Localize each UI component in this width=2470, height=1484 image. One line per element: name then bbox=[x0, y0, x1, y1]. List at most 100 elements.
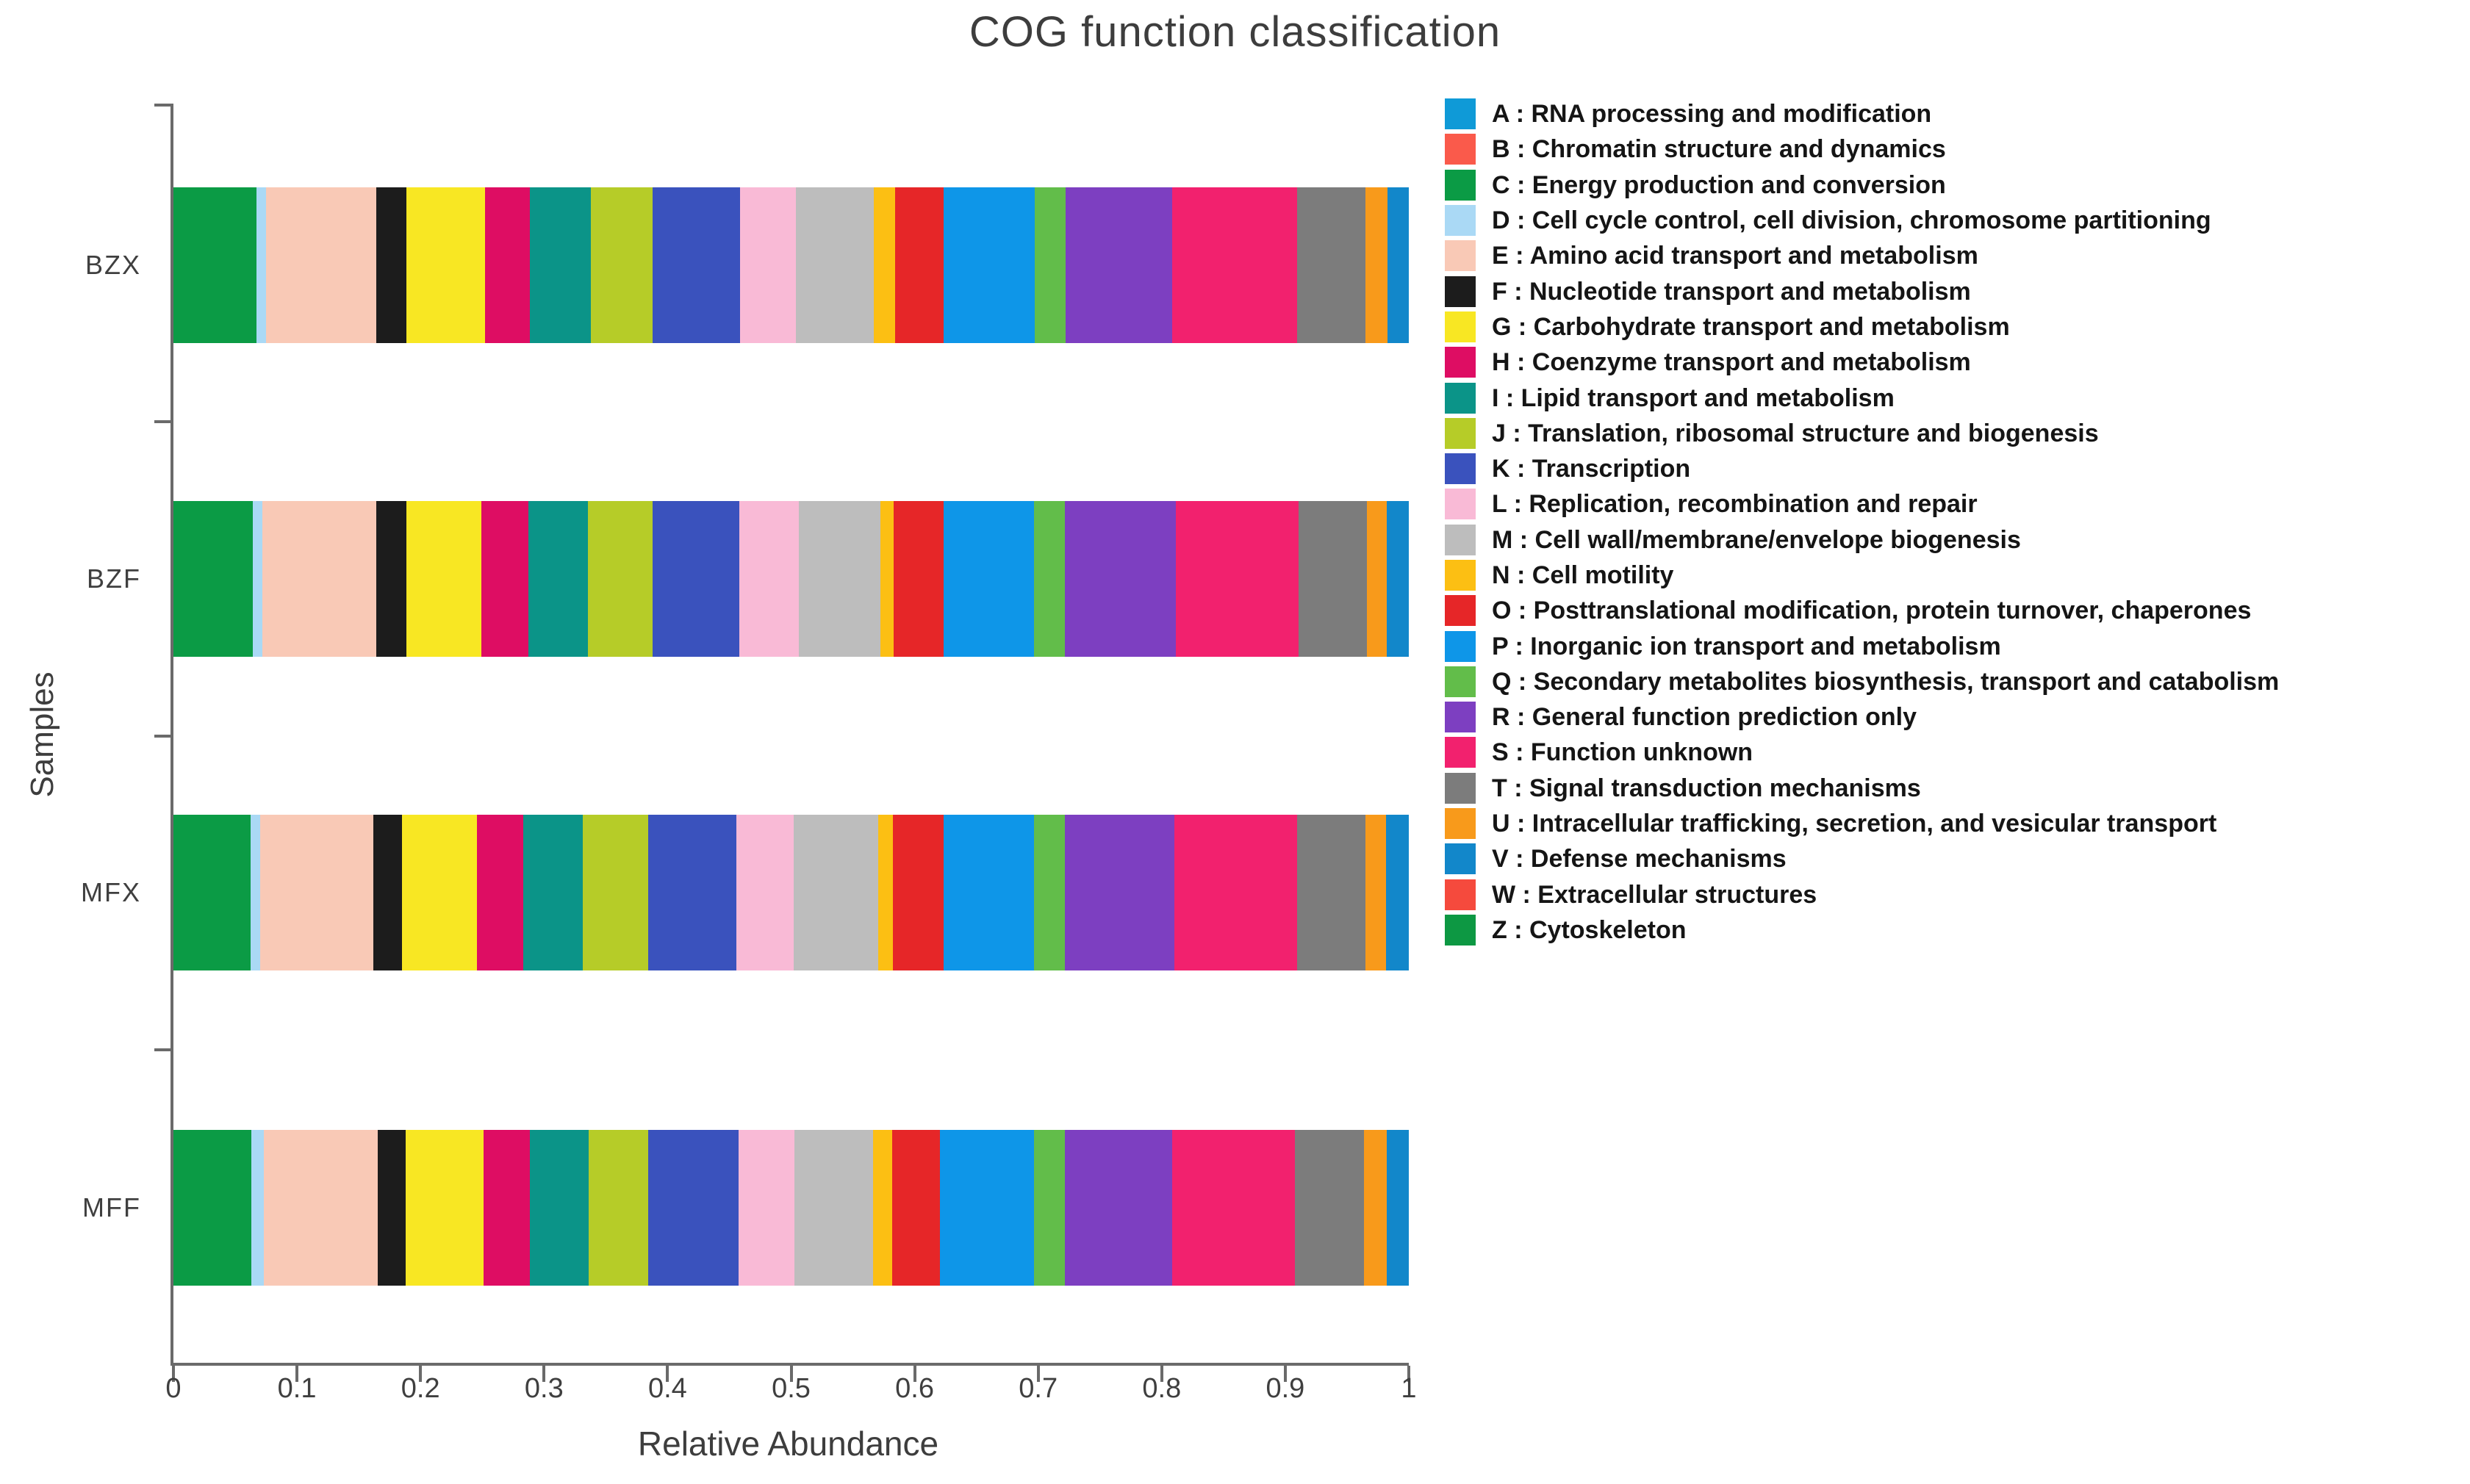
chart-title: COG function classification bbox=[969, 8, 1501, 56]
x-axis-tick-0.4 bbox=[666, 1366, 669, 1382]
segment-mff-p bbox=[940, 1130, 1035, 1286]
legend-label-l: L : Replication, recombination and repai… bbox=[1492, 490, 1978, 519]
legend: A : RNA processing and modification B : C… bbox=[1445, 96, 2279, 948]
legend-item-n: N : Cell motility bbox=[1445, 558, 2279, 593]
segment-mfx-h bbox=[477, 815, 523, 970]
legend-swatch-j bbox=[1445, 417, 1476, 449]
x-tick-label-0.1: 0.1 bbox=[277, 1373, 317, 1404]
segment-bzx-m bbox=[796, 187, 875, 343]
x-axis-tick-0.8 bbox=[1160, 1366, 1163, 1382]
segment-mff-d bbox=[251, 1130, 264, 1286]
segment-bzx-q bbox=[1035, 187, 1066, 343]
segment-mff-n bbox=[873, 1130, 892, 1286]
x-tick-label-1: 1 bbox=[1401, 1373, 1417, 1404]
x-axis-title: Relative Abundance bbox=[637, 1424, 939, 1463]
segment-mfx-g bbox=[401, 815, 478, 970]
legend-label-e: E : Amino acid transport and metabolism bbox=[1492, 242, 1978, 270]
segment-mfx-c bbox=[173, 815, 251, 970]
legend-item-t: T : Signal transduction mechanisms bbox=[1445, 771, 2279, 806]
legend-item-q: Q : Secondary metabolites biosynthesis, … bbox=[1445, 664, 2279, 699]
segment-mfx-d bbox=[250, 815, 261, 970]
segment-bzf-i bbox=[528, 501, 589, 657]
segment-mfx-m bbox=[793, 815, 878, 970]
segment-mff-q bbox=[1034, 1130, 1066, 1286]
legend-label-v: V : Defense mechanisms bbox=[1492, 845, 1787, 874]
segment-mff-k bbox=[648, 1130, 739, 1286]
legend-item-z: Z : Cytoskeleton bbox=[1445, 912, 2279, 948]
legend-label-u: U : Intracellular trafficking, secretion… bbox=[1492, 810, 2217, 838]
bar-mff bbox=[173, 1130, 1409, 1286]
legend-item-o: O : Posttranslational modification, prot… bbox=[1445, 593, 2279, 628]
x-axis-tick-0.6 bbox=[913, 1366, 916, 1382]
segment-mfx-s bbox=[1174, 815, 1297, 970]
segment-mff-j bbox=[589, 1130, 649, 1286]
segment-mfx-v bbox=[1386, 815, 1409, 970]
legend-label-s: S : Function unknown bbox=[1492, 738, 1753, 767]
segment-mff-t bbox=[1295, 1130, 1365, 1286]
segment-mff-c bbox=[173, 1130, 251, 1286]
legend-swatch-s bbox=[1445, 737, 1476, 768]
x-axis-tick-0.9 bbox=[1283, 1366, 1287, 1382]
x-tick-label-0.4: 0.4 bbox=[647, 1373, 687, 1404]
segment-mfx-u bbox=[1365, 815, 1387, 970]
legend-item-s: S : Function unknown bbox=[1445, 735, 2279, 770]
segment-mff-s bbox=[1172, 1130, 1296, 1286]
legend-item-c: C : Energy production and conversion bbox=[1445, 168, 2279, 203]
legend-item-m: M : Cell wall/membrane/envelope biogenes… bbox=[1445, 522, 2279, 558]
legend-item-k: K : Transcription bbox=[1445, 451, 2279, 486]
legend-label-a: A : RNA processing and modification bbox=[1492, 100, 1932, 129]
legend-item-g: G : Carbohydrate transport and metabolis… bbox=[1445, 309, 2279, 345]
segment-bzf-p bbox=[943, 501, 1034, 657]
segment-bzx-t bbox=[1297, 187, 1365, 343]
legend-label-g: G : Carbohydrate transport and metabolis… bbox=[1492, 312, 2010, 341]
segment-mff-m bbox=[794, 1130, 874, 1286]
segment-mff-g bbox=[406, 1130, 484, 1286]
segment-bzx-r bbox=[1066, 187, 1173, 343]
segment-bzx-f bbox=[376, 187, 406, 343]
legend-label-f: F : Nucleotide transport and metabolism bbox=[1492, 277, 1971, 306]
x-axis-tick-1 bbox=[1407, 1366, 1410, 1382]
legend-item-l: L : Replication, recombination and repai… bbox=[1445, 486, 2279, 522]
segment-bzf-n bbox=[880, 501, 894, 657]
legend-label-z: Z : Cytoskeleton bbox=[1492, 915, 1687, 944]
x-axis-tick-0 bbox=[172, 1366, 175, 1382]
x-axis-tick-0.2 bbox=[419, 1366, 423, 1382]
segment-mff-u bbox=[1364, 1130, 1387, 1286]
segment-bzf-u bbox=[1366, 501, 1387, 657]
segment-mff-h bbox=[484, 1130, 530, 1286]
segment-bzf-s bbox=[1176, 501, 1299, 657]
segment-bzx-l bbox=[740, 187, 797, 343]
legend-swatch-k bbox=[1445, 453, 1476, 485]
segment-bzx-d bbox=[256, 187, 267, 343]
segment-bzx-c bbox=[173, 187, 256, 343]
segment-bzx-j bbox=[590, 187, 653, 343]
legend-label-c: C : Energy production and conversion bbox=[1492, 170, 1946, 199]
x-tick-label-0: 0 bbox=[165, 1373, 182, 1404]
legend-label-p: P : Inorganic ion transport and metaboli… bbox=[1492, 632, 2001, 660]
legend-swatch-n bbox=[1445, 560, 1476, 591]
x-tick-label-0.7: 0.7 bbox=[1019, 1373, 1058, 1404]
legend-swatch-q bbox=[1445, 666, 1476, 697]
segment-mfx-o bbox=[892, 815, 944, 970]
segment-mff-i bbox=[529, 1130, 589, 1286]
legend-label-j: J : Translation, ribosomal structure and… bbox=[1492, 419, 2099, 447]
legend-label-d: D : Cell cycle control, cell division, c… bbox=[1492, 206, 2211, 235]
segment-bzx-s bbox=[1172, 187, 1298, 343]
legend-swatch-w bbox=[1445, 879, 1476, 910]
legend-label-q: Q : Secondary metabolites biosynthesis, … bbox=[1492, 667, 2280, 696]
legend-swatch-e bbox=[1445, 240, 1476, 272]
legend-swatch-b bbox=[1445, 134, 1476, 165]
legend-swatch-g bbox=[1445, 311, 1476, 342]
plot-area: 0 0.1 0.2 0.3 0.4 0.5 0.6 0.7 0.8 0.9 1 bbox=[154, 104, 1417, 1404]
legend-swatch-h bbox=[1445, 347, 1476, 378]
legend-swatch-r bbox=[1445, 702, 1476, 733]
legend-swatch-o bbox=[1445, 595, 1476, 627]
bar-bzx bbox=[173, 187, 1409, 343]
legend-label-o: O : Posttranslational modification, prot… bbox=[1492, 597, 2252, 625]
x-tick-label-0.9: 0.9 bbox=[1265, 1373, 1305, 1404]
legend-item-h: H : Coenzyme transport and metabolism bbox=[1445, 345, 2279, 380]
segment-bzx-e bbox=[266, 187, 377, 343]
legend-item-a: A : RNA processing and modification bbox=[1445, 96, 2279, 132]
x-axis-tick-0.7 bbox=[1036, 1366, 1040, 1382]
legend-item-r: R : General function prediction only bbox=[1445, 699, 2279, 735]
